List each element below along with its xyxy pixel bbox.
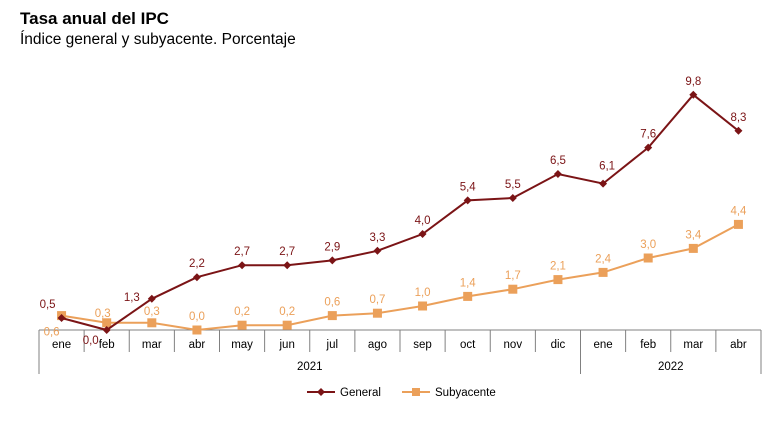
legend: General Subyacente bbox=[307, 387, 496, 399]
data-point-general bbox=[192, 273, 201, 282]
data-point-subyacente bbox=[237, 320, 247, 330]
data-point-general bbox=[599, 179, 608, 188]
x-tick-label: feb bbox=[99, 339, 115, 351]
series-layer bbox=[57, 90, 743, 335]
data-label-subyacente: 0,0 bbox=[189, 311, 205, 323]
data-point-general bbox=[418, 230, 427, 238]
x-tick-label: sep bbox=[413, 339, 432, 351]
year-label: 2022 bbox=[658, 361, 684, 373]
legend-label: General bbox=[340, 387, 381, 399]
x-tick-label: mar bbox=[142, 339, 162, 351]
chart-subtitle: Índice general y subyacente. Porcentaje bbox=[20, 31, 296, 48]
data-point-general bbox=[238, 261, 247, 270]
data-point-general bbox=[283, 261, 292, 270]
data-point-subyacente bbox=[282, 320, 292, 330]
data-label-subyacente: 4,4 bbox=[730, 205, 747, 217]
data-point-subyacente bbox=[147, 318, 157, 328]
x-tick-label: jul bbox=[326, 339, 339, 351]
data-label-general: 6,1 bbox=[599, 161, 615, 173]
legend-marker bbox=[412, 388, 420, 396]
data-label-general: 2,2 bbox=[189, 258, 205, 270]
data-label-subyacente: 3,4 bbox=[685, 229, 702, 241]
data-label-subyacente: 0,7 bbox=[369, 294, 385, 306]
data-point-general bbox=[328, 256, 337, 265]
data-label-general: 2,9 bbox=[324, 241, 340, 253]
x-tick-label: dic bbox=[551, 339, 566, 351]
chart-title: Tasa anual del IPC bbox=[20, 9, 169, 28]
data-point-subyacente bbox=[463, 291, 473, 301]
data-point-subyacente bbox=[327, 311, 337, 321]
data-label-subyacente: 3,0 bbox=[640, 239, 656, 251]
data-point-general bbox=[508, 194, 517, 202]
axis-layer: ene feb mar abr may jun jul ago sep oct nov dic ene f… bbox=[38, 329, 762, 374]
data-point-subyacente bbox=[733, 219, 743, 229]
data-label-general: 2,7 bbox=[279, 246, 295, 258]
data-point-subyacente bbox=[418, 301, 428, 311]
data-label-subyacente: 0,3 bbox=[95, 308, 111, 320]
x-tick-label: abr bbox=[189, 339, 206, 351]
data-label-general: 0,0 bbox=[83, 335, 99, 347]
data-label-general: 5,4 bbox=[460, 181, 477, 193]
data-label-subyacente: 1,4 bbox=[460, 277, 477, 289]
x-tick-label: jun bbox=[279, 339, 295, 351]
data-label-general: 1,3 bbox=[124, 292, 140, 304]
x-tick-label: mar bbox=[683, 339, 703, 351]
data-point-general bbox=[553, 170, 562, 178]
year-label: 2021 bbox=[297, 361, 323, 373]
data-label-general: 9,8 bbox=[685, 76, 701, 88]
data-label-general: 2,7 bbox=[234, 246, 250, 258]
x-tick-label: feb bbox=[640, 339, 656, 351]
data-label-subyacente: 2,4 bbox=[595, 253, 612, 265]
data-label-general: 8,3 bbox=[730, 112, 746, 124]
x-tick-label: may bbox=[231, 339, 253, 351]
legend-label: Subyacente bbox=[435, 387, 496, 399]
label-layer: 0,5 0,0 1,3 2,2 2,7 2,7 2,9 3,3 4,0 5,4 5,5 6,5 6,1 7… bbox=[40, 76, 747, 347]
x-tick-label: ago bbox=[368, 339, 387, 351]
data-label-general: 5,5 bbox=[505, 179, 521, 191]
data-label-subyacente: 0,6 bbox=[44, 327, 60, 339]
data-label-subyacente: 0,6 bbox=[324, 297, 340, 309]
data-label-general: 3,3 bbox=[369, 232, 385, 244]
data-label-subyacente: 0,2 bbox=[279, 306, 295, 318]
legend-marker bbox=[317, 388, 325, 396]
data-point-subyacente bbox=[102, 318, 112, 328]
data-label-general: 4,0 bbox=[415, 215, 431, 227]
data-label-subyacente: 1,7 bbox=[505, 270, 521, 282]
data-label-general: 0,5 bbox=[40, 299, 56, 311]
x-tick-label: ene bbox=[52, 339, 71, 351]
data-point-general bbox=[57, 314, 66, 322]
data-point-general bbox=[147, 294, 156, 303]
data-label-general: 6,5 bbox=[550, 155, 566, 167]
data-point-subyacente bbox=[372, 308, 382, 318]
data-point-general bbox=[644, 143, 653, 152]
x-tick-label: nov bbox=[504, 339, 523, 351]
data-point-general bbox=[734, 126, 743, 135]
data-label-general: 7,6 bbox=[640, 129, 656, 141]
data-point-subyacente bbox=[643, 253, 653, 263]
data-point-general bbox=[102, 326, 111, 334]
data-point-subyacente bbox=[598, 267, 608, 277]
series-line-general bbox=[61, 93, 740, 332]
data-label-subyacente: 0,2 bbox=[234, 306, 250, 318]
data-point-subyacente bbox=[553, 275, 563, 285]
x-tick-label: oct bbox=[460, 339, 476, 351]
data-label-subyacente: 2,1 bbox=[550, 261, 566, 273]
data-label-subyacente: 0,3 bbox=[144, 306, 160, 318]
data-point-general bbox=[689, 90, 698, 99]
data-point-subyacente bbox=[688, 243, 698, 253]
data-point-general bbox=[463, 196, 472, 205]
x-tick-label: abr bbox=[730, 339, 747, 351]
data-label-subyacente: 1,0 bbox=[415, 287, 431, 299]
data-point-subyacente bbox=[508, 284, 518, 294]
data-point-general bbox=[373, 246, 382, 255]
x-tick-label: ene bbox=[593, 339, 612, 351]
data-point-subyacente bbox=[192, 325, 202, 335]
series-line-subyacente bbox=[61, 223, 739, 332]
